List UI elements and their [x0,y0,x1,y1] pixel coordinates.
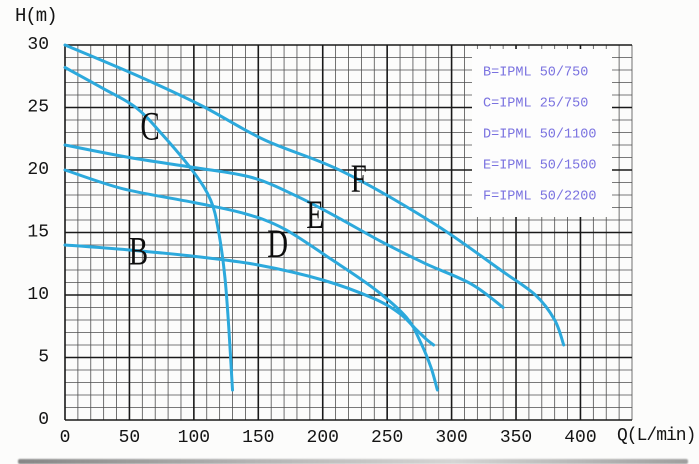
legend-item-C: C=IPML 25/750 [483,97,588,112]
x-tick-label: 200 [307,428,339,448]
curve-label-F: F [351,156,367,201]
y-tick-label: 15 [27,223,49,243]
legend: B=IPML 50/750 C=IPML 25/750 D=IPML 50/1100… [472,49,612,217]
curve-C [63,66,234,392]
legend-box [472,49,612,217]
pump-curves [63,43,566,392]
x-tick-label: 0 [60,428,71,448]
curve-E [63,143,505,309]
x-tick-label: 50 [119,428,141,448]
curve-F [63,43,566,347]
curve-label-B: B [129,229,148,274]
y-tick-label: 20 [27,160,49,180]
legend-item-B: B=IPML 50/750 [483,66,588,81]
curve-B [63,243,436,347]
curve-label-D: D [267,221,288,266]
legend-item-D: D=IPML 50/1100 [483,128,596,143]
curve-D [63,168,439,392]
legend-item-E: E=IPML 50/1500 [483,159,596,174]
y-axis-title: H(m) [15,5,58,27]
x-tick-label: 400 [564,428,596,448]
y-tick-label: 10 [27,285,49,305]
y-tick-label: 0 [38,410,49,430]
x-tick-label: 250 [371,428,403,448]
scan-shadow-artifact [18,459,688,464]
y-tick-label: 5 [38,348,49,368]
axis-tick-labels: 0 50 100 150 200 250 300 350 400 0 5 10 15 20 25 30 [27,35,596,448]
legend-item-F: F=IPML 50/2200 [483,190,596,205]
grid-major [64,44,632,421]
x-tick-label: 350 [500,428,532,448]
x-tick-label: 150 [242,428,274,448]
x-tick-label: 100 [178,428,210,448]
curve-label-C: C [140,104,159,149]
curve-label-E: E [306,193,324,238]
x-tick-label: 300 [435,428,467,448]
curve-letter-labels: B C DEF [129,104,367,274]
x-axis-title: Q(L/min) [617,426,696,446]
y-tick-label: 25 [27,98,49,118]
y-tick-label: 30 [27,35,49,55]
